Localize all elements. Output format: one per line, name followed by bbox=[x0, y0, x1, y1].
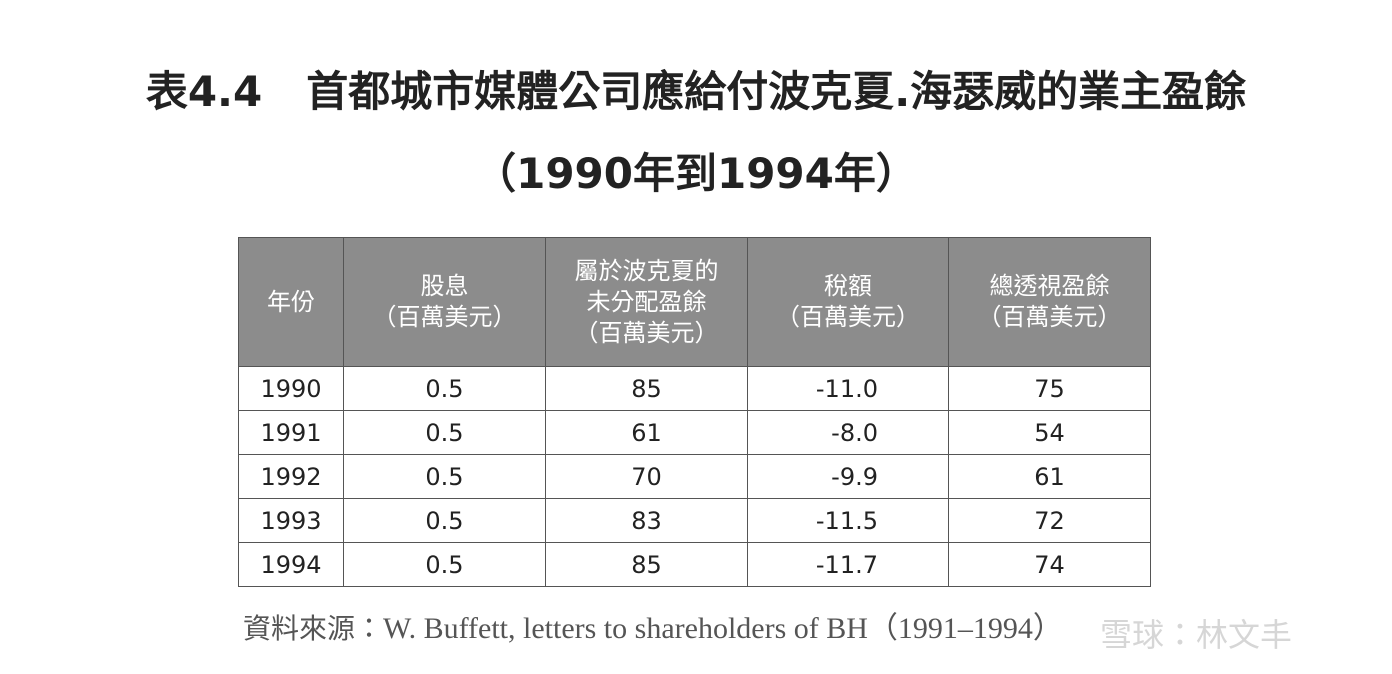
header-line: 年份 bbox=[267, 287, 315, 316]
table-row: 1990 0.5 85 -11.0 75 bbox=[238, 366, 1151, 411]
table-cell: 61 bbox=[545, 410, 748, 455]
table-cell: -8.0 bbox=[747, 410, 949, 455]
table-cell: 1990 bbox=[238, 366, 344, 411]
table-cell: 70 bbox=[545, 454, 748, 499]
data-table: 年份 股息 （百萬美元） 屬於波克夏的 未分配盈餘 （百萬美元） 稅額 （百萬美元） 總透視盈餘… bbox=[238, 237, 1151, 587]
header-line: （百萬美元） bbox=[776, 303, 920, 331]
table-cell: 74 bbox=[948, 542, 1151, 587]
table-cell: -9.9 bbox=[747, 454, 949, 499]
header-line: （百萬美元） bbox=[372, 303, 517, 331]
table-cell: 1993 bbox=[238, 498, 344, 543]
table-cell: 1992 bbox=[238, 454, 344, 499]
table-cell: 83 bbox=[545, 498, 748, 543]
table-cell: 85 bbox=[545, 542, 748, 587]
header-line: 稅額 bbox=[824, 272, 872, 300]
header-line: （百萬美元） bbox=[977, 303, 1122, 331]
source: 資料來源：W. Buffett, letters to shareholders… bbox=[243, 603, 1063, 647]
subtitle: （1990年到1994年） bbox=[474, 149, 918, 198]
table-cell: 0.5 bbox=[343, 366, 546, 411]
table-row: 1994 0.5 85 -11.7 74 bbox=[238, 542, 1151, 587]
table-cell: 85 bbox=[545, 366, 748, 411]
source-text: W. Buffett, letters to shareholders of B… bbox=[383, 612, 1063, 645]
table-cell: 1991 bbox=[238, 410, 344, 455]
header-cell: 總透視盈餘 （百萬美元） bbox=[948, 237, 1151, 367]
header-line: （百萬美元） bbox=[574, 318, 719, 347]
table-row: 1992 0.5 70 -9.9 61 bbox=[238, 454, 1151, 499]
header-line: 總透視盈餘 bbox=[989, 272, 1110, 300]
table-body: 1990 0.5 85 -11.0 75 1991 0.5 61 -8.0 54 1992 0.5 70… bbox=[238, 366, 1151, 587]
table-cell: 75 bbox=[948, 366, 1151, 411]
table-cell: 54 bbox=[948, 410, 1151, 455]
table-cell: 0.5 bbox=[343, 542, 546, 587]
table-cell: 0.5 bbox=[343, 410, 546, 455]
table-cell: 72 bbox=[948, 498, 1151, 543]
header-cell: 年份 bbox=[238, 237, 344, 367]
table-label: 表4.4 bbox=[145, 67, 263, 116]
header-cell: 屬於波克夏的 未分配盈餘 （百萬美元） bbox=[545, 237, 748, 367]
header-line: 屬於波克夏的 bbox=[574, 256, 719, 285]
table-cell: -11.0 bbox=[747, 366, 949, 411]
header-cell: 股息 （百萬美元） bbox=[343, 237, 546, 367]
table-row: 1993 0.5 83 -11.5 72 bbox=[238, 498, 1151, 543]
table-cell: 0.5 bbox=[343, 454, 546, 499]
table-row: 1991 0.5 61 -8.0 54 bbox=[238, 410, 1151, 455]
header-cell: 稅額 （百萬美元） bbox=[747, 237, 949, 367]
source-label: 資料來源： bbox=[243, 612, 384, 645]
table-cell: 0.5 bbox=[343, 498, 546, 543]
table-cell: 1994 bbox=[238, 542, 344, 587]
header-line: 股息 bbox=[420, 272, 469, 300]
title-text: 首都城市媒體公司應給付波克夏.海瑟威的業主盈餘 bbox=[306, 67, 1247, 116]
table-cell: 61 bbox=[948, 454, 1151, 499]
header-line: 未分配盈餘 bbox=[586, 287, 707, 316]
table-cell: -11.7 bbox=[747, 542, 949, 587]
table-cell: -11.5 bbox=[747, 498, 949, 543]
header-row: 年份 股息 （百萬美元） 屬於波克夏的 未分配盈餘 （百萬美元） 稅額 （百萬美元） 總透視盈餘… bbox=[238, 237, 1151, 367]
title: 表4.4 首都城市媒體公司應給付波克夏.海瑟威的業主盈餘 bbox=[0, 58, 1392, 119]
watermark: 雪球：林文丰 bbox=[1100, 616, 1293, 654]
